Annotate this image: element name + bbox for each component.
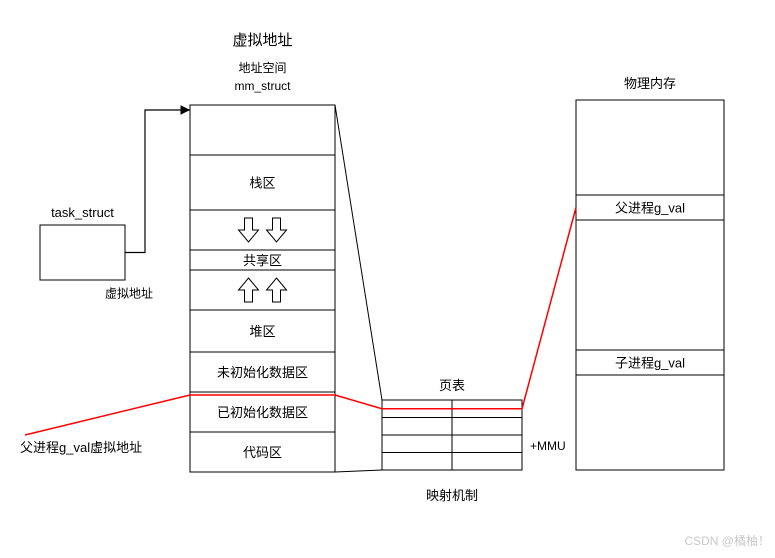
task-to-mm-connector (125, 110, 190, 253)
mm-row-label-3: 共享区 (243, 253, 282, 268)
task-edge-label: 虚拟地址 (105, 287, 153, 301)
mm-row-label-1: 栈区 (249, 176, 275, 191)
map-mechanism-label: 映射机制 (426, 488, 478, 503)
red-left-diag (25, 395, 190, 435)
mm-row-label-6: 未初始化数据区 (217, 365, 308, 380)
parent-gval-label: 父进程g_val虚拟地址 (20, 440, 142, 455)
addr-space-label1: 地址空间 (238, 61, 286, 75)
funnel-top (335, 105, 382, 400)
red-to-pt (335, 395, 382, 409)
virtual-addr-title: 虚拟地址 (232, 32, 292, 49)
mm-row-2 (190, 210, 335, 250)
task-struct-label: task_struct (51, 205, 114, 220)
mm-row-0 (190, 105, 335, 155)
pm-cell-label-1: 子进程g_val (615, 356, 685, 371)
mm-row-label-8: 代码区 (243, 445, 282, 460)
physical-mem-title: 物理内存 (624, 76, 676, 91)
mm-row-label-5: 堆区 (249, 324, 275, 339)
mm-row-4 (190, 270, 335, 310)
page-table-title: 页表 (439, 378, 465, 393)
funnel-bottom (335, 470, 382, 472)
pm-cell-label-0: 父进程g_val (615, 201, 685, 216)
mm-row-label-7: 已初始化数据区 (217, 405, 308, 420)
red-to-pm (522, 208, 576, 409)
watermark-label: CSDN @橘柚！ (684, 533, 770, 548)
physical-mem-box (576, 100, 724, 470)
addr-space-label2: mm_struct (234, 79, 291, 93)
arrowhead-icon (181, 106, 189, 114)
task-struct-box (40, 225, 125, 280)
mmu-label: +MMU (530, 439, 566, 453)
